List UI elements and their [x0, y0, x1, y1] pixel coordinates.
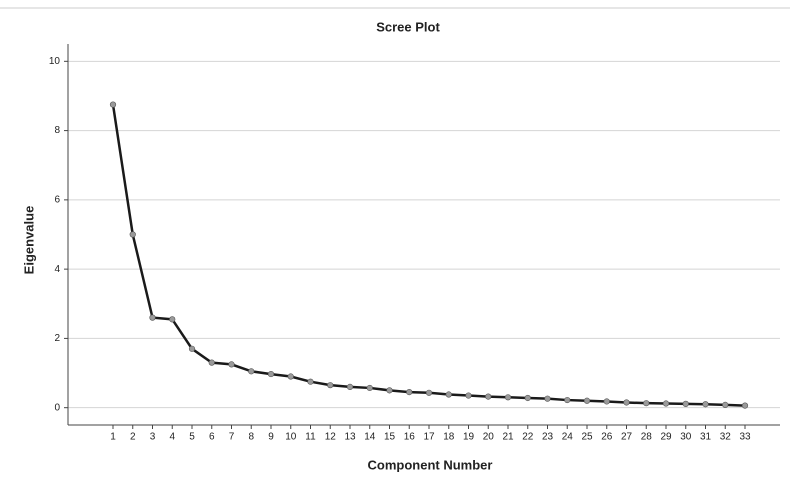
x-tick-label: 33: [739, 432, 751, 443]
x-tick-label: 23: [542, 432, 554, 443]
point: [446, 392, 452, 398]
point: [466, 393, 472, 399]
point: [387, 388, 393, 394]
x-tick-label: 8: [248, 432, 254, 443]
y-axis-label: Eigenvalue: [21, 206, 36, 275]
x-tick-label: 28: [641, 432, 653, 443]
x-tick-label: 22: [522, 432, 534, 443]
point: [150, 315, 156, 321]
y-tick-label: 4: [54, 264, 60, 275]
x-tick-label: 5: [189, 432, 195, 443]
x-tick-label: 21: [502, 432, 514, 443]
point: [722, 402, 728, 408]
x-tick-label: 12: [325, 432, 337, 443]
x-tick-label: 30: [680, 432, 692, 443]
x-tick-label: 14: [364, 432, 376, 443]
y-tick-label: 0: [54, 402, 60, 413]
point: [288, 374, 294, 380]
x-tick-label: 6: [209, 432, 215, 443]
x-tick-label: 27: [621, 432, 633, 443]
point: [426, 390, 432, 396]
x-tick-label: 4: [169, 432, 175, 443]
point: [525, 395, 531, 401]
x-tick-label: 13: [344, 432, 356, 443]
x-tick-label: 9: [268, 432, 274, 443]
line: [113, 105, 745, 406]
point: [545, 396, 551, 402]
x-tick-label: 32: [720, 432, 732, 443]
y-tick-label: 2: [54, 333, 60, 344]
x-tick-label: 29: [660, 432, 672, 443]
y-tick-label: 8: [54, 125, 60, 136]
point: [347, 384, 353, 390]
x-tick-label: 17: [423, 432, 435, 443]
point: [663, 401, 669, 407]
x-tick-label: 2: [130, 432, 136, 443]
y-tick-label: 10: [49, 56, 61, 67]
point: [624, 400, 630, 406]
x-tick-label: 24: [562, 432, 574, 443]
x-tick-label: 15: [384, 432, 396, 443]
point: [308, 379, 314, 385]
point: [229, 362, 235, 368]
point: [327, 382, 333, 388]
point: [268, 371, 274, 377]
x-tick-label: 7: [229, 432, 235, 443]
point: [485, 394, 491, 400]
x-tick-label: 16: [404, 432, 416, 443]
point: [564, 397, 570, 403]
point: [367, 385, 373, 391]
x-tick-label: 3: [150, 432, 156, 443]
point: [248, 369, 254, 375]
x-tick-label: 25: [581, 432, 593, 443]
x-tick-label: 31: [700, 432, 712, 443]
point: [209, 360, 215, 366]
point: [505, 394, 511, 400]
x-tick-label: 10: [285, 432, 297, 443]
chart: Scree Plot Component Number Eigenvalue 0…: [0, 0, 790, 491]
x-tick-label: 19: [463, 432, 475, 443]
y-tick-label: 6: [54, 195, 60, 206]
chart-title: Scree Plot: [376, 19, 440, 34]
point: [683, 401, 689, 407]
x-tick-label: 26: [601, 432, 613, 443]
point: [584, 398, 590, 404]
point: [169, 317, 175, 323]
point: [703, 401, 709, 407]
x-axis-label: Component Number: [368, 457, 493, 472]
point: [643, 400, 649, 406]
point: [604, 399, 610, 405]
x-tick-label: 11: [305, 432, 316, 443]
x-tick-label: 18: [443, 432, 455, 443]
point: [110, 102, 116, 108]
x-tick-label: 20: [483, 432, 495, 443]
point: [742, 403, 748, 409]
point: [406, 389, 412, 395]
x-tick-label: 1: [110, 432, 116, 443]
point: [130, 232, 136, 238]
point: [189, 346, 195, 352]
